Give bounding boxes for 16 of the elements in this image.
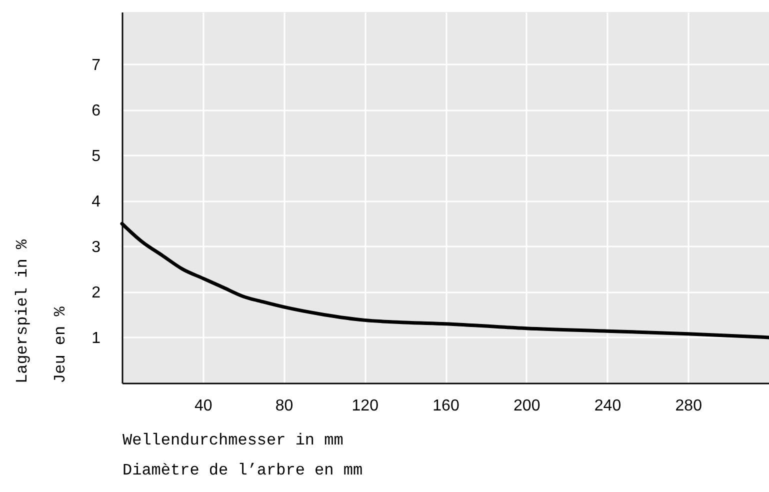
x-tick-label: 120 xyxy=(352,398,379,414)
y-tick-label: 3 xyxy=(92,238,101,256)
x-tick-label: 240 xyxy=(594,398,622,414)
y-tick-label: 4 xyxy=(92,193,101,210)
y-tick-label: 6 xyxy=(92,102,101,120)
y-tick-label: 1 xyxy=(92,330,101,347)
x-tick-label: 160 xyxy=(432,398,460,414)
x-axis-title: Wellendurchmesser in mm Diamètre de l’arbre en mm xyxy=(122,432,363,480)
y-tick-label: 2 xyxy=(92,284,101,302)
x-tick-label: 40 xyxy=(194,398,212,414)
x-tick-label: 280 xyxy=(675,398,702,414)
x-tick-label: 200 xyxy=(514,398,540,414)
y-tick-label: 5 xyxy=(92,148,101,165)
y-tick-label: 7 xyxy=(92,56,101,74)
x-tick-label: 80 xyxy=(275,398,294,414)
text: Lagerspiel in % Jeu en % xyxy=(14,239,70,384)
